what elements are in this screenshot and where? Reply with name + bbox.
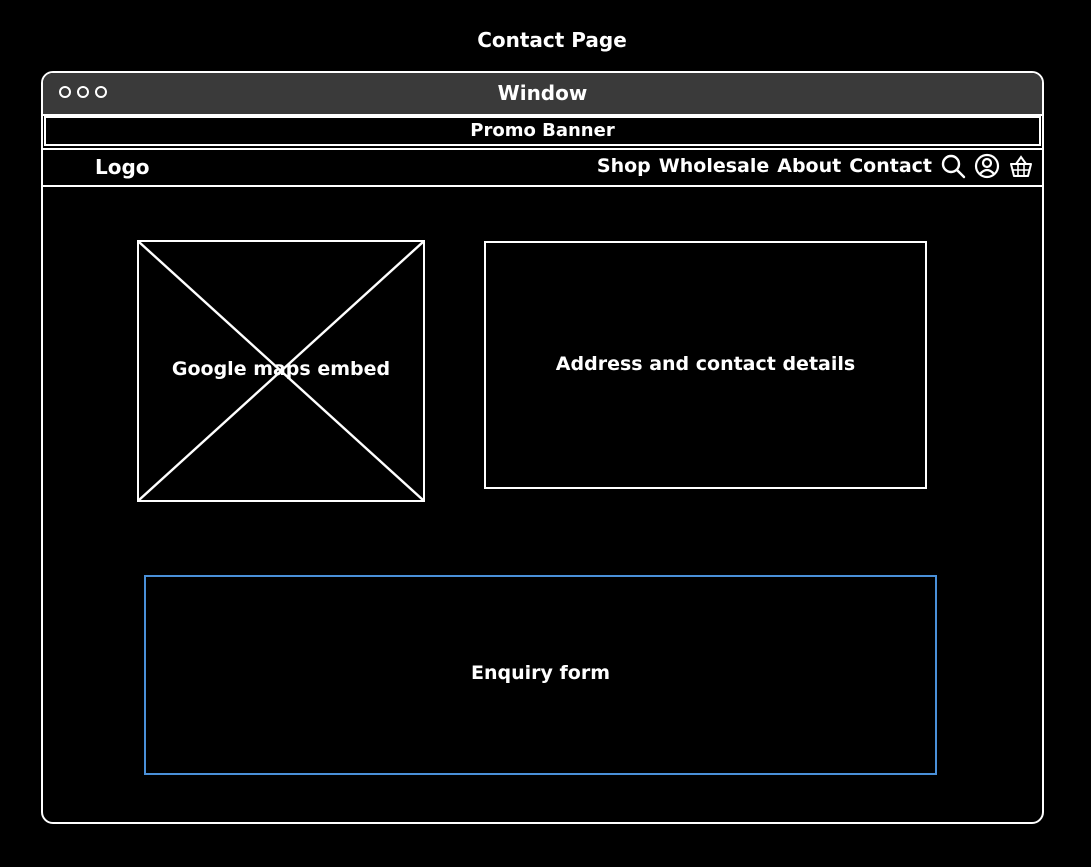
user-icon[interactable] xyxy=(974,153,1000,179)
enquiry-form-label: Enquiry form xyxy=(470,662,610,684)
nav-link-about[interactable]: About xyxy=(777,155,842,177)
window-close-dot[interactable] xyxy=(59,86,71,98)
window-controls xyxy=(59,86,107,98)
basket-icon[interactable] xyxy=(1008,153,1034,179)
enquiry-form[interactable]: Enquiry form xyxy=(144,575,937,775)
map-embed-label: Google maps embed xyxy=(171,358,391,380)
window-maximize-dot[interactable] xyxy=(95,86,107,98)
image-placeholder-icon xyxy=(139,242,423,500)
browser-window: Window Promo Banner Logo Shop Wholesale … xyxy=(41,71,1044,824)
nav-link-shop[interactable]: Shop xyxy=(596,155,651,177)
search-icon[interactable] xyxy=(940,153,966,179)
logo[interactable]: Logo xyxy=(95,155,150,179)
nav-link-wholesale[interactable]: Wholesale xyxy=(658,155,770,177)
nav-bar: Logo Shop Wholesale About Contact xyxy=(43,148,1042,187)
nav-links: Shop Wholesale About Contact xyxy=(597,153,1034,179)
map-embed-placeholder[interactable]: Google maps embed xyxy=(137,240,425,502)
address-contact-block: Address and contact details xyxy=(484,241,927,489)
window-minimize-dot[interactable] xyxy=(77,86,89,98)
promo-banner[interactable]: Promo Banner xyxy=(44,116,1041,146)
page-title: Contact Page xyxy=(477,28,627,52)
address-contact-label: Address and contact details xyxy=(555,353,856,375)
nav-link-contact[interactable]: Contact xyxy=(849,155,932,177)
window-titlebar: Window xyxy=(43,73,1042,116)
window-title: Window xyxy=(497,81,588,105)
